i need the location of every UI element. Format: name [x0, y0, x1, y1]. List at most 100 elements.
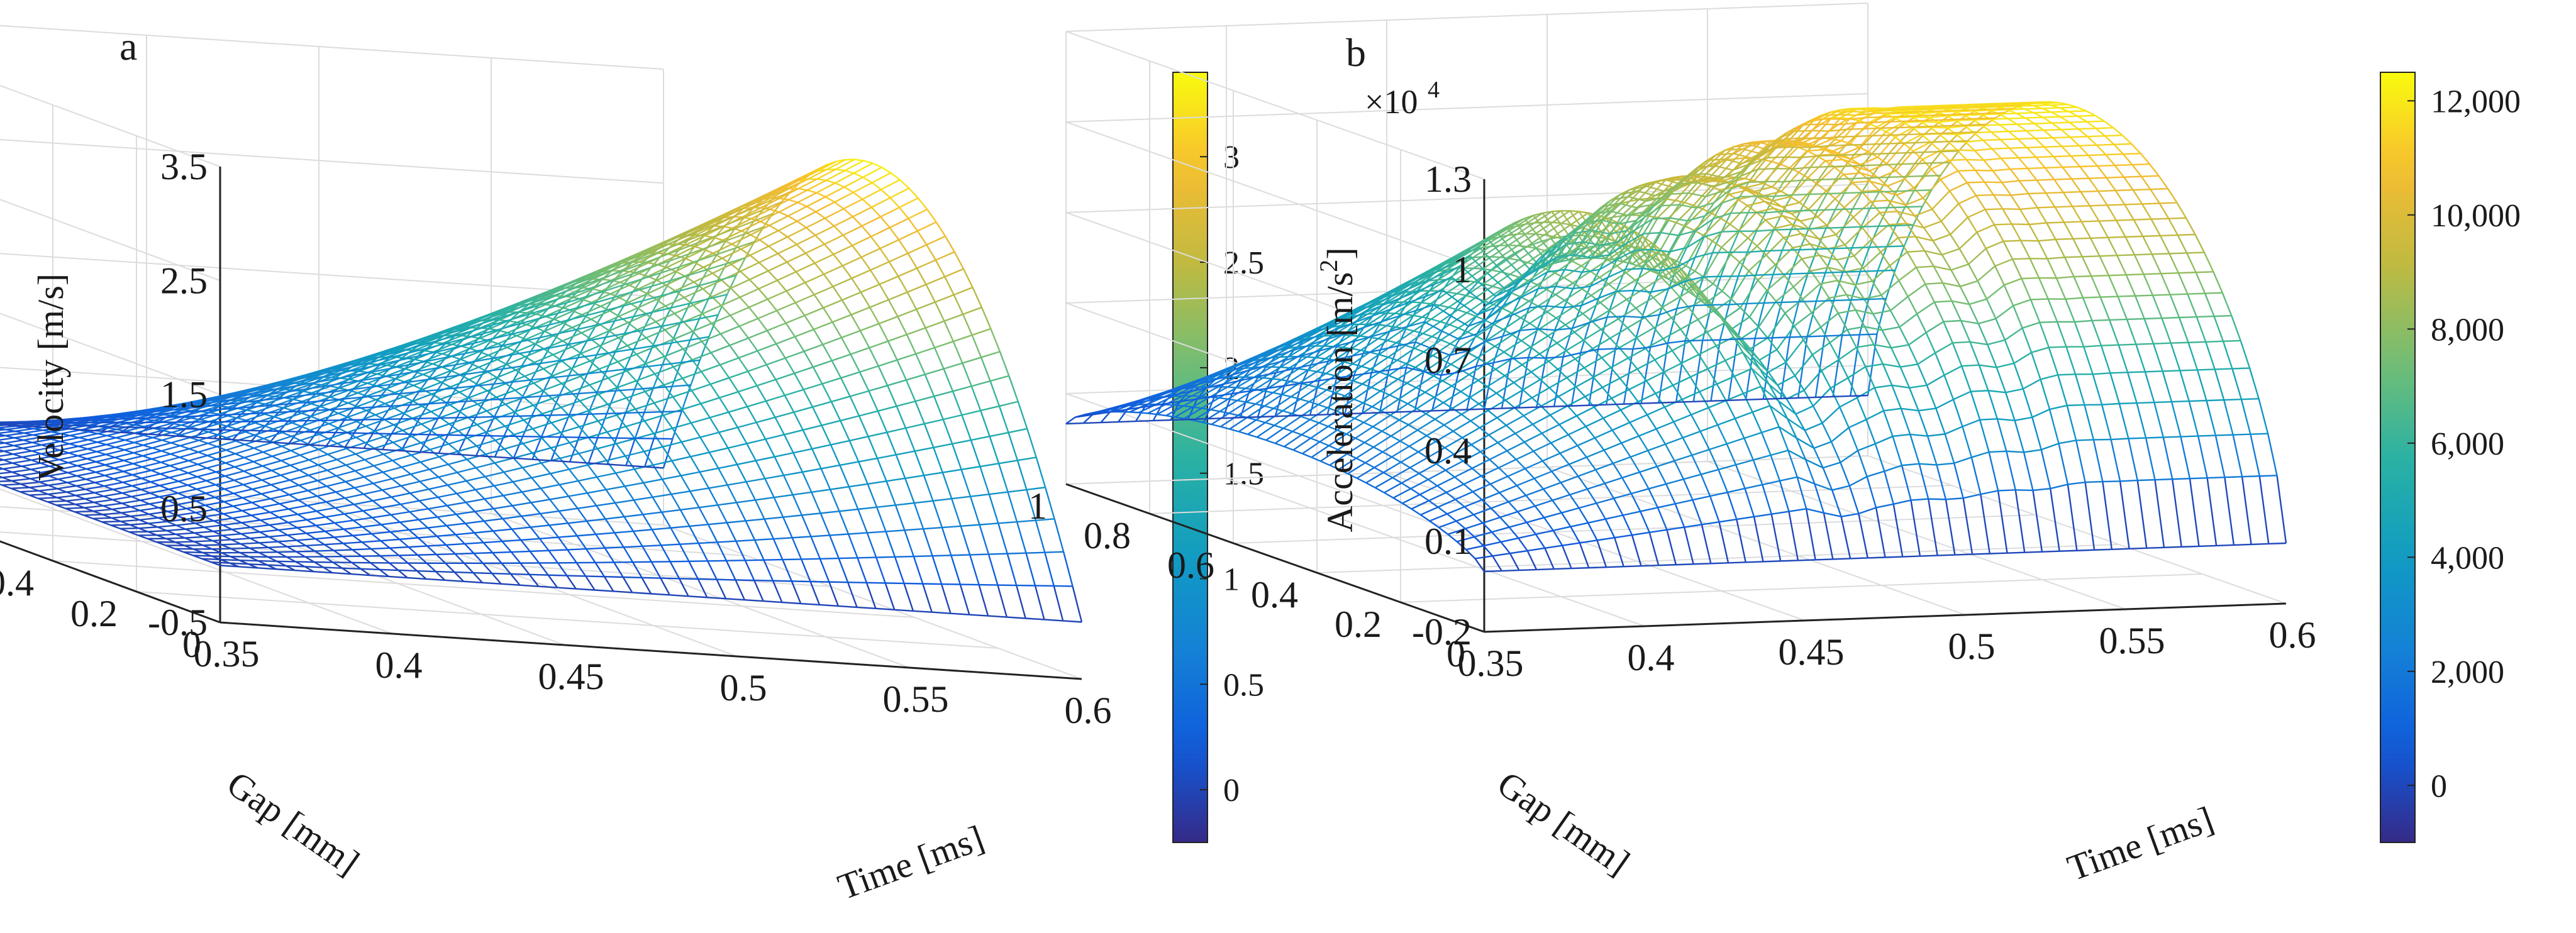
- surface-line: [111, 525, 130, 526]
- surface-line: [886, 481, 895, 505]
- surface-line: [880, 207, 899, 217]
- surface-line: [459, 404, 478, 411]
- surface-line: [409, 547, 418, 555]
- surface-line: [412, 430, 431, 436]
- surface-line: [952, 497, 970, 499]
- surface-line: [625, 451, 644, 456]
- surface-line: [2001, 140, 2009, 148]
- surface-line: [2155, 480, 2164, 548]
- surface-line: [541, 437, 560, 438]
- surface-line: [877, 455, 896, 458]
- surface-line: [879, 276, 898, 284]
- surface-line: [372, 532, 391, 534]
- surface-line: [189, 443, 208, 449]
- surface-line: [170, 449, 189, 454]
- surface-line: [2116, 221, 2125, 237]
- surface-line: [326, 486, 335, 492]
- surface-line: [1045, 553, 1053, 586]
- surface-line: [739, 351, 758, 358]
- surface-line: [2197, 317, 2206, 342]
- surface-line: [933, 499, 952, 500]
- surface-line: [816, 202, 835, 212]
- surface-line: [980, 406, 999, 411]
- surface-line: [345, 477, 364, 482]
- surface-line: [980, 523, 999, 524]
- surface-line: [680, 510, 689, 526]
- surface-line: [447, 526, 455, 534]
- surface-line: [513, 482, 522, 492]
- surface-line: [684, 322, 692, 331]
- surface-line: [746, 519, 765, 521]
- surface-line: [277, 551, 296, 552]
- surface-line: [896, 503, 914, 505]
- surface-line: [833, 246, 852, 255]
- surface-line: [2, 484, 21, 485]
- surface-line: [2152, 254, 2161, 273]
- surface-line: [879, 316, 898, 323]
- surface-line: [775, 412, 794, 417]
- surface-line: [1914, 188, 1923, 198]
- surface-line: [297, 539, 316, 540]
- surface-line: [262, 480, 271, 485]
- surface-line: [364, 448, 382, 450]
- surface-line: [251, 525, 270, 527]
- surface-line: [244, 452, 263, 458]
- surface-line: [244, 466, 263, 471]
- surface-line: [567, 576, 586, 577]
- surface-line: [821, 465, 840, 468]
- surface-line: [57, 504, 75, 505]
- surface-line: [2055, 207, 2064, 222]
- surface-line: [389, 563, 398, 570]
- surface-line: [754, 580, 773, 581]
- surface-line: [4, 440, 23, 443]
- surface-line: [2115, 165, 2124, 177]
- surface-line: [299, 465, 318, 470]
- surface-line: [327, 465, 346, 470]
- surface-line: [354, 433, 373, 434]
- surface-line: [329, 424, 338, 428]
- surface-line: [308, 486, 327, 490]
- surface-line: [208, 443, 217, 446]
- surface-line: [886, 583, 894, 609]
- surface-line: [895, 557, 904, 583]
- surface-line: [399, 555, 418, 556]
- surface-line: [802, 468, 821, 472]
- surface-line: [936, 260, 945, 277]
- surface-line: [855, 160, 863, 161]
- surface-line: [820, 559, 829, 582]
- surface-line: [812, 444, 831, 448]
- surface-line: [814, 295, 823, 308]
- surface-line: [2097, 145, 2106, 155]
- surface-line: [213, 529, 232, 531]
- surface-line: [2075, 374, 2084, 405]
- surface-line: [822, 378, 841, 384]
- surface-line: [438, 514, 457, 517]
- surface-line: [849, 484, 868, 487]
- surface-line: [721, 306, 730, 316]
- surface-line: [253, 475, 262, 480]
- surface-line: [180, 452, 199, 457]
- surface-line: [2124, 177, 2133, 190]
- surface-line: [831, 402, 840, 421]
- surface-line: [283, 413, 302, 419]
- surface-line: [88, 436, 107, 440]
- surface-line: [708, 561, 716, 579]
- surface-line: [2011, 196, 2020, 209]
- surface-line: [343, 556, 352, 563]
- surface-line: [2009, 148, 2018, 158]
- surface-line: [576, 589, 595, 590]
- surface-line: [364, 477, 373, 483]
- surface-line: [143, 451, 162, 456]
- surface-line: [759, 263, 768, 271]
- surface-line: [0, 443, 4, 446]
- surface-line: [730, 338, 748, 346]
- surface-line: [2260, 476, 2268, 544]
- surface-line: [914, 503, 923, 529]
- surface-line: [2163, 438, 2172, 480]
- surface-line: [835, 183, 844, 187]
- surface-line: [309, 460, 318, 465]
- surface-line: [2104, 121, 2113, 128]
- surface-line: [550, 469, 569, 473]
- surface-line: [114, 464, 133, 468]
- surface-line: [808, 190, 816, 192]
